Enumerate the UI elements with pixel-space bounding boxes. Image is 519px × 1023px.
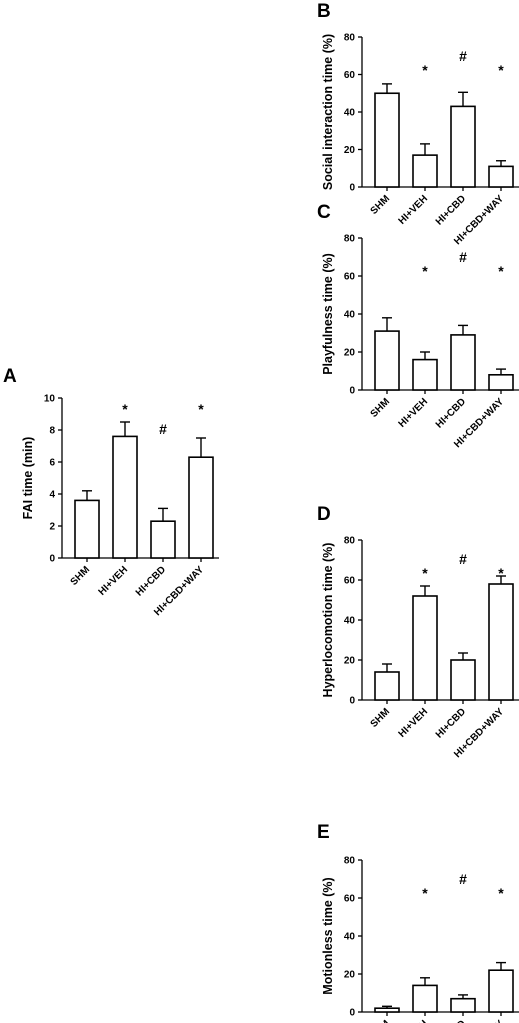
y-tick-label: 60 xyxy=(344,70,356,81)
category-label: HI+CBD xyxy=(134,564,168,598)
category-label: HI+CBD xyxy=(434,706,468,740)
bar-hi-cbd xyxy=(450,997,476,1013)
y-tick-label: 80 xyxy=(344,536,356,547)
significance-star: * xyxy=(498,565,504,581)
bar-hi-cbd xyxy=(450,105,476,188)
y-tick-label: 0 xyxy=(349,1008,355,1019)
y-tick-label: 6 xyxy=(49,458,55,469)
bar-shm xyxy=(374,330,400,391)
category-label: HI+VEH xyxy=(397,193,431,227)
y-axis-label: Motionless time (%) xyxy=(321,877,335,994)
bar-hi-veh xyxy=(112,435,138,559)
panel-letter: B xyxy=(317,1,331,22)
significance-hash: # xyxy=(459,871,467,887)
category-label: HI+CBD xyxy=(434,1018,468,1023)
bar-hi-cbd-way xyxy=(488,165,514,188)
significance-star: * xyxy=(498,62,504,78)
y-tick-label: 80 xyxy=(344,33,356,44)
bar-hi-cbd-way xyxy=(188,456,214,559)
significance-star: * xyxy=(422,62,428,78)
y-tick-label: 0 xyxy=(349,696,355,707)
category-label: SHM xyxy=(369,193,393,217)
chart-panel-b: B 0 20 40 60 80 Social interaction time (%) SHM… xyxy=(317,1,519,247)
y-tick-label: 80 xyxy=(344,234,356,245)
significance-star: * xyxy=(498,885,504,901)
significance-star: * xyxy=(198,401,204,417)
category-label: HI+VEH xyxy=(397,1018,431,1023)
category-label: HI+VEH xyxy=(97,564,131,598)
y-axis-label: Playfulness time (%) xyxy=(321,253,335,375)
y-tick-label: 40 xyxy=(344,310,356,321)
y-tick-label: 0 xyxy=(349,183,355,194)
bar-hi-veh xyxy=(412,984,438,1013)
bar-shm xyxy=(374,671,400,701)
y-tick-label: 20 xyxy=(344,348,356,359)
bar-hi-cbd xyxy=(450,659,476,701)
category-label: HI+VEH xyxy=(397,706,431,740)
bar-hi-cbd-way xyxy=(488,583,514,701)
y-tick-label: 2 xyxy=(49,522,55,533)
y-tick-label: 20 xyxy=(344,656,356,667)
y-tick-label: 0 xyxy=(349,386,355,397)
significance-star: * xyxy=(122,401,128,417)
significance-star: * xyxy=(422,263,428,279)
panel-letter: D xyxy=(317,504,331,525)
significance-hash: # xyxy=(459,48,467,64)
bar-hi-veh xyxy=(412,358,438,391)
category-label: SHM xyxy=(369,1018,393,1023)
y-tick-label: 8 xyxy=(49,426,55,437)
bar-hi-cbd xyxy=(150,520,176,559)
y-axis-label: Hyperlocomotion time (%) xyxy=(321,543,335,698)
chart-panel-c: C 0 20 40 60 80 Playfulness time (%) SHM HI+VEH *… xyxy=(317,202,519,450)
significance-hash: # xyxy=(459,551,467,567)
y-tick-label: 10 xyxy=(44,394,56,405)
panel-letter: E xyxy=(317,822,330,843)
bar-hi-veh xyxy=(412,154,438,188)
significance-star: * xyxy=(422,885,428,901)
chart-panel-e: E 0 20 40 60 80 Motionless time (%) SHM HI+VEH * H… xyxy=(317,822,519,1023)
bar-shm xyxy=(374,1007,400,1013)
y-axis-label: FAI time (min) xyxy=(21,437,35,520)
panel-letter: C xyxy=(317,202,331,223)
y-tick-label: 0 xyxy=(49,554,55,565)
significance-hash: # xyxy=(159,421,167,437)
category-label: SHM xyxy=(369,706,393,730)
bar-shm xyxy=(374,92,400,188)
y-tick-label: 80 xyxy=(344,856,356,867)
bar-shm xyxy=(74,499,100,559)
bar-hi-veh xyxy=(412,595,438,701)
category-label: SHM xyxy=(369,396,393,420)
y-axis-label: Social interaction time (%) xyxy=(321,34,335,190)
y-tick-label: 20 xyxy=(344,970,356,981)
y-tick-label: 40 xyxy=(344,932,356,943)
significance-star: * xyxy=(498,263,504,279)
y-tick-label: 40 xyxy=(344,616,356,627)
y-tick-label: 20 xyxy=(344,145,356,156)
significance-star: * xyxy=(422,565,428,581)
bar-hi-cbd-way xyxy=(488,969,514,1013)
y-tick-label: 60 xyxy=(344,576,356,587)
bar-hi-cbd xyxy=(450,334,476,391)
panel-letter: A xyxy=(3,366,17,387)
significance-hash: # xyxy=(459,249,467,265)
category-label: HI+CBD xyxy=(434,193,468,227)
category-label: SHM xyxy=(69,564,93,588)
bar-hi-cbd-way xyxy=(488,373,514,391)
category-label: HI+VEH xyxy=(397,396,431,430)
category-label: HI+CBD xyxy=(434,396,468,430)
y-tick-label: 4 xyxy=(49,490,55,501)
y-tick-label: 60 xyxy=(344,272,356,283)
y-tick-label: 60 xyxy=(344,894,356,905)
y-tick-label: 40 xyxy=(344,108,356,119)
